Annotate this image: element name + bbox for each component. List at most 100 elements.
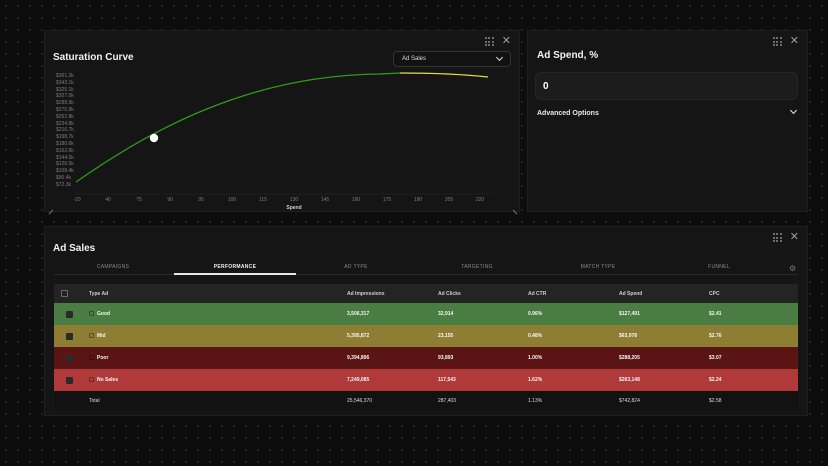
cell: 1.62% xyxy=(528,369,619,391)
close-icon[interactable]: ✕ xyxy=(789,231,799,243)
grid-icon[interactable] xyxy=(772,233,782,242)
x-tick-label: 75 xyxy=(136,197,142,203)
row-checkbox[interactable] xyxy=(66,310,73,318)
x-tick-label: 205 xyxy=(444,197,454,203)
cell: $3.07 xyxy=(709,347,798,369)
tab-funnel[interactable]: FUNNEL xyxy=(708,264,730,270)
metric-dropdown[interactable]: Ad Sales xyxy=(393,51,511,67)
y-tick-label: $198.7k xyxy=(56,134,74,141)
grid-icon[interactable] xyxy=(772,37,782,46)
y-tick-label: $126.5k xyxy=(56,161,74,168)
tab-campaigns[interactable]: CAMPAIGNS xyxy=(96,264,130,270)
close-icon[interactable]: ✕ xyxy=(789,35,799,47)
cell: $2.41 xyxy=(709,303,798,325)
cell xyxy=(54,391,89,410)
settings-gear-icon[interactable]: ⚙ xyxy=(789,264,797,273)
row-select-cell xyxy=(54,303,89,325)
row-expand-icon[interactable] xyxy=(89,311,94,317)
row-name-cell: Poor xyxy=(89,347,347,369)
row-select-cell xyxy=(54,347,89,369)
row-expand-icon[interactable] xyxy=(89,355,94,361)
row-checkbox[interactable] xyxy=(66,332,73,340)
tab-ad-type[interactable]: AD TYPE xyxy=(344,264,368,270)
x-axis-title: Spend xyxy=(286,205,302,211)
row-expand-icon[interactable] xyxy=(89,377,94,383)
cell: 25,546,370 xyxy=(347,391,438,410)
close-icon[interactable]: ✕ xyxy=(501,35,511,47)
cell: 5,395,872 xyxy=(347,325,438,347)
dropdown-value: Ad Sales xyxy=(402,56,427,62)
cell: $63,978 xyxy=(619,325,709,347)
ad-spend-panel: ✕ xyxy=(527,30,808,212)
row-select-cell xyxy=(54,369,89,391)
x-tick-label: 40 xyxy=(105,197,111,203)
row-name-cell: No Sales xyxy=(89,369,347,391)
table-row[interactable]: Mid 5,395,872 23,155 0.48% $63,978 $2.76 xyxy=(54,325,798,347)
table-header: Type Ad Ad Impressions Ad Clicks Ad CTR … xyxy=(54,284,798,303)
cell: $263,148 xyxy=(619,369,709,391)
tab-performance[interactable]: PERFORMANCE xyxy=(213,264,257,270)
y-tick-label: $90.4k xyxy=(56,175,72,181)
y-tick-label: $144.5k xyxy=(56,154,74,161)
select-all-cell xyxy=(54,284,89,303)
y-tick-label: $288.9k xyxy=(56,100,74,107)
column-header[interactable]: CPC xyxy=(709,284,798,303)
advanced-options-toggle[interactable]: Advanced Options xyxy=(537,106,798,117)
y-tick-label: $180.6k xyxy=(56,141,74,147)
cell: 1.13% xyxy=(528,391,619,410)
tab-targeting[interactable]: TARGETING xyxy=(461,264,493,270)
y-tick-label: $72.3k xyxy=(56,181,72,188)
cell: 32,914 xyxy=(438,303,528,325)
x-tick-label: 90 xyxy=(167,197,173,203)
cell: 117,543 xyxy=(438,369,528,391)
y-tick-label: $234.8k xyxy=(56,120,74,127)
column-header[interactable]: Ad Impressions xyxy=(347,284,438,303)
advanced-options-label: Advanced Options xyxy=(537,110,599,117)
cell: $127,491 xyxy=(619,303,709,325)
cell: 7,249,085 xyxy=(347,369,438,391)
panel-tools: ✕ xyxy=(772,35,799,47)
cell: 9,394,896 xyxy=(347,347,438,369)
ad-spend-title: Ad Spend, % xyxy=(537,50,599,61)
tab-match-type[interactable]: MATCH TYPE xyxy=(580,264,616,270)
grid-icon[interactable] xyxy=(484,37,494,46)
row-checkbox[interactable] xyxy=(66,354,73,362)
table-row[interactable]: Good 3,506,317 32,914 0.96% $127,491 $2.… xyxy=(54,303,798,325)
x-tick-label: -20 xyxy=(73,197,81,203)
table-row[interactable]: Poor 9,394,896 93,893 1.00% $288,205 $3.… xyxy=(54,347,798,369)
cell: $2.24 xyxy=(709,369,798,391)
x-tick-label: 160 xyxy=(351,197,361,203)
x-tick-label: 100 xyxy=(227,197,237,203)
column-header[interactable]: Type Ad xyxy=(89,284,347,303)
y-tick-label: $270.9k xyxy=(56,107,74,113)
y-tick-label: $307.0k xyxy=(56,93,74,100)
cell: 0.96% xyxy=(528,303,619,325)
table-row[interactable]: No Sales 7,249,085 117,543 1.62% $263,14… xyxy=(54,369,798,391)
x-tick-label: 95 xyxy=(198,197,204,203)
row-name: Poor xyxy=(97,355,109,361)
cell: $742,824 xyxy=(619,391,709,410)
y-tick-label: $216.7k xyxy=(56,127,74,134)
cell: 287,403 xyxy=(438,391,528,410)
ad-spend-input[interactable]: 0 xyxy=(535,72,798,100)
x-tick-label: 145 xyxy=(320,197,330,203)
tab-divider xyxy=(54,274,798,275)
panel-tools: ✕ xyxy=(772,231,799,243)
row-checkbox[interactable] xyxy=(66,376,73,384)
cell: 0.48% xyxy=(528,325,619,347)
current-spend-marker[interactable] xyxy=(149,133,159,143)
y-tick-label: $108.4k xyxy=(56,168,74,175)
column-header[interactable]: Ad Spend xyxy=(619,284,709,303)
active-tab-indicator xyxy=(174,273,296,275)
column-header[interactable]: Ad Clicks xyxy=(438,284,528,303)
x-tick-label: 115 xyxy=(259,197,267,203)
resize-handle-right[interactable] xyxy=(512,209,518,215)
resize-handle-left[interactable] xyxy=(48,209,54,215)
column-header[interactable]: Ad CTR xyxy=(528,284,619,303)
chart-title: Saturation Curve xyxy=(53,52,134,63)
y-tick-label: $361.2k xyxy=(56,73,74,79)
select-all-checkbox[interactable] xyxy=(61,290,68,297)
x-tick-label: 190 xyxy=(413,197,423,203)
row-expand-icon[interactable] xyxy=(89,333,94,339)
